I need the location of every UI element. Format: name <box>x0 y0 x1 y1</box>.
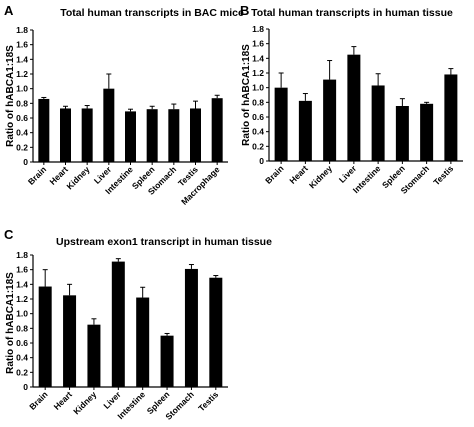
y-tick-label: 0.8 <box>16 323 28 333</box>
bar <box>111 261 125 387</box>
y-tick-label: 0 <box>259 156 264 166</box>
x-tick-label: Testis <box>196 389 220 413</box>
bar <box>444 74 458 161</box>
x-tick-label: Brain <box>263 163 285 185</box>
y-tick-label: 0.2 <box>16 142 28 152</box>
x-tick-label: Liver <box>337 163 359 185</box>
y-tick-label: 1.0 <box>252 83 264 93</box>
bar <box>371 85 385 161</box>
bar <box>160 335 174 387</box>
bar <box>298 100 312 161</box>
bar <box>347 54 361 161</box>
y-tick-label: 0.4 <box>16 353 28 363</box>
chart-title: Total human transcripts in human tissue <box>251 7 453 19</box>
y-axis-label: Ratio of hABCA1:18S <box>5 272 16 374</box>
x-tick-label: Brain <box>26 164 48 186</box>
y-tick-label: 1.4 <box>16 54 28 64</box>
bar <box>103 88 115 162</box>
y-tick-label: 1.8 <box>16 25 28 35</box>
bar <box>168 109 180 162</box>
y-axis-label: Ratio of hABCA1:18S <box>5 45 16 147</box>
chart-title: Total human transcripts in BAC mice <box>60 7 244 19</box>
y-tick-label: 0.6 <box>16 338 28 348</box>
y-axis-label: Ratio of hABCA1:18S <box>241 44 252 146</box>
x-tick-label: Brain <box>27 389 49 411</box>
panel-letter: B <box>240 3 249 18</box>
x-tick-label: Heart <box>52 389 75 412</box>
y-tick-label: 0.2 <box>16 367 28 377</box>
panel-letter: A <box>4 3 14 18</box>
x-tick-label: Kidney <box>64 164 91 191</box>
y-tick-label: 0.2 <box>252 141 264 151</box>
bar <box>395 106 409 161</box>
y-tick-label: 1.2 <box>16 294 28 304</box>
bar <box>38 286 52 387</box>
y-tick-label: 0.4 <box>16 128 28 138</box>
bar <box>211 98 223 162</box>
bar <box>87 324 101 387</box>
bar <box>190 108 201 162</box>
y-tick-label: 0.4 <box>252 127 264 137</box>
y-tick-label: 0.8 <box>16 98 28 108</box>
y-tick-label: 0 <box>23 157 28 167</box>
y-tick-label: 0 <box>23 382 28 392</box>
y-tick-label: 0.8 <box>252 97 264 107</box>
x-tick-label: Kidney <box>71 389 98 416</box>
bar <box>274 87 288 161</box>
y-tick-label: 0.6 <box>16 113 28 123</box>
y-tick-label: 1.8 <box>16 250 28 260</box>
y-tick-label: 1.6 <box>16 265 28 275</box>
panel-c: C Upstream exon1 transcript in human tiss… <box>4 227 272 422</box>
y-tick-label: 1.2 <box>16 69 28 79</box>
panel-letter: C <box>4 227 14 242</box>
y-tick-label: 1.8 <box>252 24 264 34</box>
y-tick-label: 1.0 <box>16 84 28 94</box>
y-tick-label: 0.6 <box>252 112 264 122</box>
bar <box>60 108 71 162</box>
x-tick-label: Liver <box>101 389 123 411</box>
bar <box>184 268 198 387</box>
bar <box>136 297 150 387</box>
y-tick-label: 1.0 <box>16 309 28 319</box>
x-tick-label: Testis <box>431 163 455 187</box>
bar <box>38 98 50 162</box>
panel-a: A Total human transcripts in BAC mice Rati… <box>4 3 244 207</box>
bar <box>209 277 223 387</box>
y-tick-label: 1.4 <box>16 279 28 289</box>
bar <box>63 295 77 387</box>
bar <box>420 103 434 161</box>
chart-title: Upstream exon1 transcript in human tissu… <box>56 236 272 248</box>
y-tick-label: 1.6 <box>16 40 28 50</box>
x-tick-label: Kidney <box>307 163 334 190</box>
y-tick-label: 1.2 <box>252 68 264 78</box>
y-tick-label: 1.6 <box>252 39 264 49</box>
y-tick-label: 1.4 <box>252 53 264 63</box>
bar <box>146 109 158 162</box>
bar <box>81 108 93 162</box>
bar <box>125 111 136 162</box>
panel-b: B Total human transcripts in human tissue… <box>240 3 463 196</box>
bar <box>323 79 337 161</box>
